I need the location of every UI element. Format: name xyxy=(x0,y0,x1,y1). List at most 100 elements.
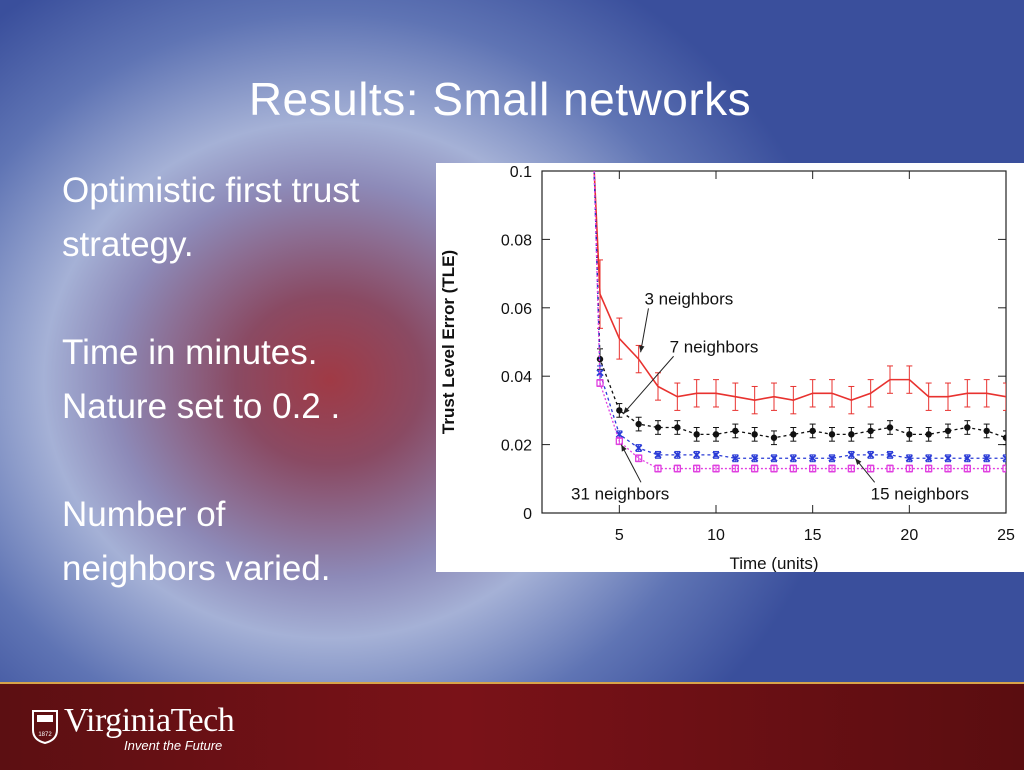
data-point xyxy=(654,424,662,431)
data-point xyxy=(905,464,913,473)
slide-body-text: Optimistic first trust strategy. Time in… xyxy=(62,164,442,596)
data-point xyxy=(615,437,623,445)
data-point xyxy=(751,464,759,473)
data-point xyxy=(731,464,739,473)
data-point xyxy=(693,451,701,459)
data-point xyxy=(867,464,875,473)
annotation-arrow-line xyxy=(622,355,674,415)
data-point xyxy=(925,464,933,473)
y-tick-label: 0.08 xyxy=(501,232,532,249)
data-point xyxy=(964,424,971,431)
body-line-1: Optimistic first trust xyxy=(62,171,360,210)
data-point xyxy=(828,464,836,473)
data-point xyxy=(944,454,952,462)
data-point xyxy=(654,464,662,473)
y-axis-label: Trust Level Error (TLE) xyxy=(439,250,458,434)
body-line-3: Time in minutes. xyxy=(62,333,318,372)
series-7-neighbors xyxy=(593,171,1006,446)
data-point xyxy=(886,424,894,431)
chart-panel: 0 0.02 0.04 0.06 0.08 0.1 5 10 15 20 25 Time (units… xyxy=(436,163,1024,572)
data-point xyxy=(1002,454,1006,462)
annotation-arrow-head xyxy=(621,444,627,452)
annotation-arrow-head xyxy=(623,407,630,414)
data-point xyxy=(770,434,778,441)
data-point xyxy=(925,454,933,462)
y-tick-label: 0.06 xyxy=(501,301,532,318)
data-point xyxy=(635,444,643,452)
logo-tagline: Invent the Future xyxy=(124,738,223,753)
body-line-5: Number of xyxy=(62,495,226,534)
data-point xyxy=(867,451,875,459)
data-point xyxy=(790,431,797,438)
data-point xyxy=(847,451,855,459)
body-line-2: strategy. xyxy=(62,225,194,264)
y-tick-label: 0.02 xyxy=(501,438,532,455)
data-point xyxy=(731,454,739,462)
x-tick-label: 25 xyxy=(997,527,1015,544)
data-point xyxy=(886,464,894,473)
data-point xyxy=(751,431,758,438)
data-point xyxy=(693,431,700,438)
data-point xyxy=(616,407,623,414)
data-point xyxy=(886,451,894,459)
data-point xyxy=(770,454,778,462)
series-line xyxy=(593,171,1006,470)
data-point xyxy=(983,464,991,473)
series-line xyxy=(593,171,1006,401)
data-point xyxy=(809,464,817,473)
data-point xyxy=(847,464,855,473)
x-tick-label: 15 xyxy=(804,527,822,544)
x-axis-label: Time (units) xyxy=(729,554,818,572)
data-point xyxy=(944,427,952,435)
y-tick-label: 0.1 xyxy=(510,164,532,181)
data-point xyxy=(693,464,701,473)
series-line xyxy=(593,171,1006,459)
data-point xyxy=(867,427,874,435)
data-point xyxy=(635,420,642,428)
y-tick-label: 0 xyxy=(523,506,532,523)
x-tick-label: 20 xyxy=(900,527,918,544)
data-point xyxy=(828,454,836,462)
series-3-neighbors xyxy=(593,171,1006,415)
data-point xyxy=(732,427,739,435)
data-point xyxy=(673,464,681,473)
data-point xyxy=(905,454,913,462)
slide-title: Results: Small networks xyxy=(248,73,752,125)
data-point xyxy=(1002,434,1006,441)
x-tick-label: 10 xyxy=(707,527,725,544)
data-point xyxy=(963,464,971,473)
body-line-6: neighbors varied. xyxy=(62,549,331,588)
data-point xyxy=(848,431,855,438)
annotation-label: 3 neighbors xyxy=(644,289,733,308)
data-point xyxy=(770,464,778,473)
data-point xyxy=(712,451,720,459)
series-31-neighbors xyxy=(593,171,1006,473)
body-spacer-2 xyxy=(62,434,442,488)
data-point xyxy=(906,431,913,438)
series-15-neighbors xyxy=(593,171,1006,463)
data-point xyxy=(751,454,759,462)
data-point xyxy=(789,454,797,462)
body-spacer-1 xyxy=(62,272,442,326)
data-point xyxy=(983,454,991,462)
data-point xyxy=(828,431,836,438)
annotation-arrow-head xyxy=(855,458,862,466)
body-line-4: Nature set to 0.2 . xyxy=(62,387,341,426)
x-tick-label: 5 xyxy=(615,527,624,544)
logo-wordmark: VirginiaTech xyxy=(64,702,235,739)
footer-band: 1872 VirginiaTech Invent the Future xyxy=(0,682,1024,770)
data-point xyxy=(809,454,817,462)
svg-text:1872: 1872 xyxy=(38,732,52,738)
tle-chart: 0 0.02 0.04 0.06 0.08 0.1 5 10 15 20 25 Time (units… xyxy=(439,164,1015,572)
annotation-arrow-line xyxy=(620,444,642,483)
annotation-label: 31 neighbors xyxy=(571,484,669,503)
data-point xyxy=(983,427,990,435)
data-point xyxy=(635,454,643,462)
annotation-label: 15 neighbors xyxy=(871,484,969,503)
data-point xyxy=(596,379,604,387)
data-point xyxy=(789,464,797,473)
vt-seal-icon: 1872 xyxy=(32,710,58,744)
data-point xyxy=(1002,464,1006,473)
annotation-arrow-head xyxy=(639,345,645,353)
y-tick-label: 0.04 xyxy=(501,369,532,386)
